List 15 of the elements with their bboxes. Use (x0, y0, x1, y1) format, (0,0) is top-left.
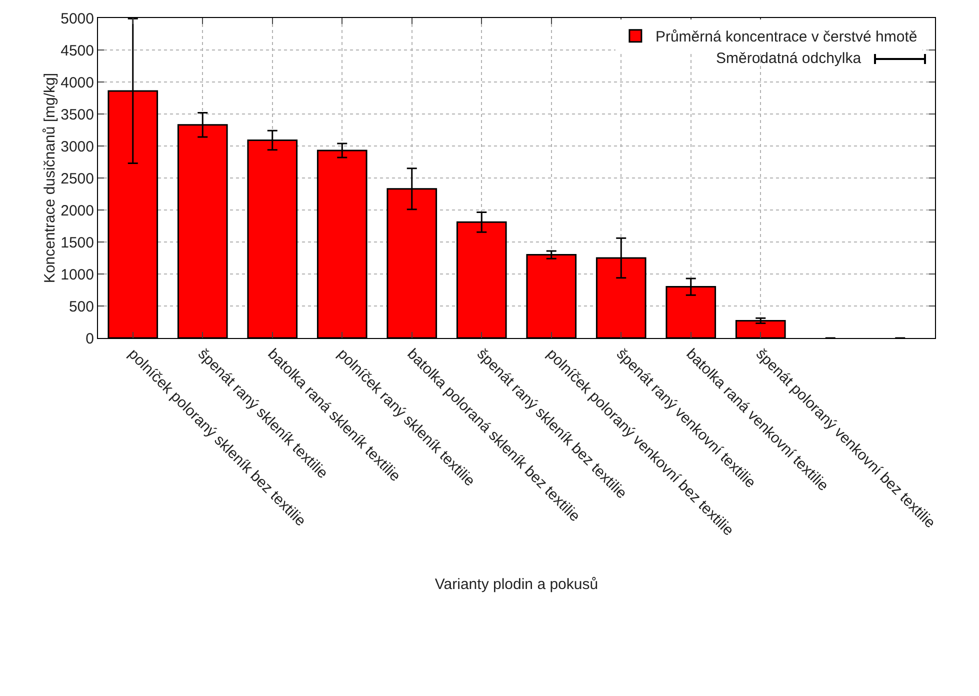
y-tick-label: 500 (68, 298, 94, 316)
y-tick-label: 2500 (60, 170, 94, 188)
y-tick-label: 4000 (60, 74, 94, 92)
y-tick-label: 1500 (60, 234, 94, 252)
y-tick-label: 3000 (60, 138, 94, 156)
legend-label: Průměrná koncentrace v čerstvé hmotě (655, 28, 918, 46)
y-tick-label: 1000 (60, 266, 94, 284)
y-tick-label: 4500 (60, 42, 94, 60)
x-axis-title: Varianty plodin a pokusů (434, 576, 598, 594)
y-tick-label: 2000 (60, 202, 94, 220)
y-tick-label: 3500 (60, 106, 94, 124)
y-axis-title: Koncentrace dusičnanů [mg/kg] (42, 72, 59, 284)
y-tick-label: 5000 (60, 10, 94, 28)
y-tick-label: 0 (86, 330, 94, 348)
annotation: Směrodatná odchylka (716, 50, 862, 67)
